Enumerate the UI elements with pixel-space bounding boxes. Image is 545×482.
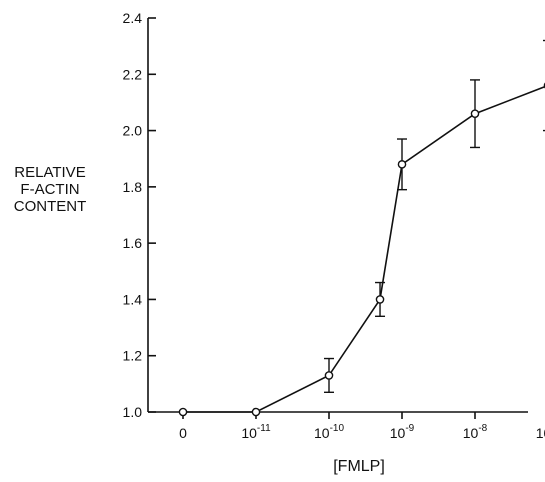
y-tick-label: 1.8 (123, 179, 143, 195)
y-axis-label-line: RELATIVE (14, 164, 85, 181)
y-tick-label: 1.0 (123, 404, 143, 420)
y-tick-label: 2.0 (123, 123, 143, 139)
y-ticks: 1.0 1.2 1.4 1.6 1.8 2.0 2.2 2.4 (123, 10, 156, 420)
data-point (397, 160, 407, 169)
x-tick-label: 10-8 (463, 423, 488, 441)
y-tick-label: 2.2 (123, 66, 143, 82)
data-point (178, 407, 188, 417)
y-tick-label: 1.6 (123, 235, 143, 251)
y-tick-label: 1.4 (123, 291, 143, 307)
series-line (183, 85, 545, 413)
data-point (251, 407, 261, 417)
x-tick-label: 10-10 (314, 423, 344, 441)
y-tick-label: 1.2 (123, 348, 143, 364)
axes (147, 18, 528, 413)
y-axis-label-line: CONTENT (14, 198, 87, 215)
data-point (375, 295, 385, 304)
x-tick-label: 0 (179, 425, 187, 441)
data-point (324, 371, 334, 380)
x-axis-label: [FMLP] (333, 458, 385, 475)
x-tick-label: 10-9 (390, 423, 415, 441)
error-bars (324, 39, 545, 393)
data-points (178, 82, 545, 417)
x-tick-label: 10-7 (536, 423, 545, 441)
y-axis-label-line: F-ACTIN (20, 181, 79, 198)
y-tick-label: 2.4 (123, 10, 143, 26)
data-point (470, 109, 480, 118)
x-tick-label: 10-11 (241, 423, 271, 441)
